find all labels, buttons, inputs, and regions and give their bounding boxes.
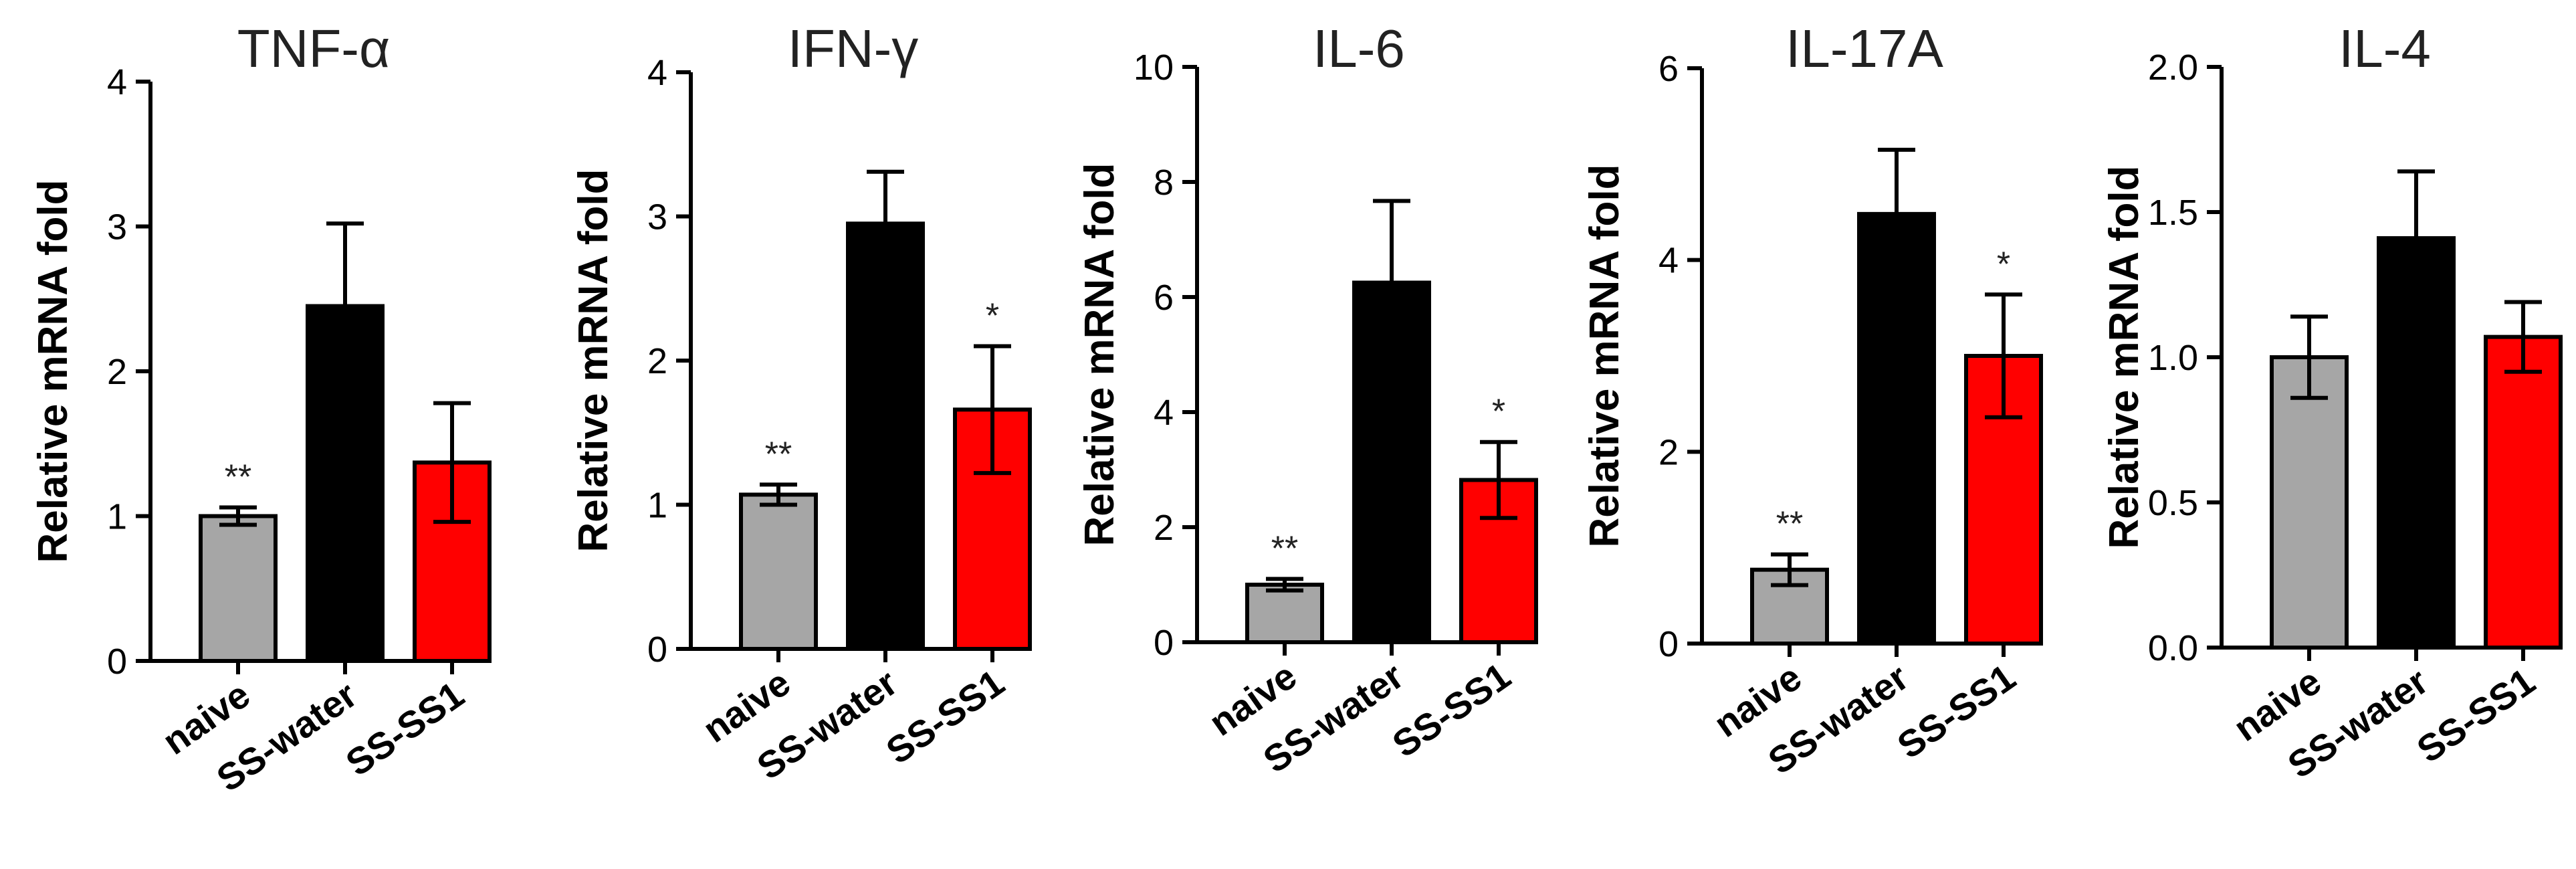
panel-title: IL-4 xyxy=(2339,19,2431,78)
category-label: SS-SS1 xyxy=(2409,660,2543,771)
y-tick-label: 2 xyxy=(647,341,667,381)
significance-label: * xyxy=(1997,245,2010,284)
significance-label: ** xyxy=(1776,505,1803,544)
bar-naive xyxy=(739,492,818,651)
significance-label: * xyxy=(986,296,999,335)
bar-ss-water xyxy=(846,221,925,651)
y-tick-label: 2.0 xyxy=(2148,47,2198,88)
panel-title: TNF-α xyxy=(237,19,390,78)
bar-ss-ss1 xyxy=(2484,334,2563,650)
significance-label: ** xyxy=(1271,529,1298,568)
y-tick-label: 6 xyxy=(1658,49,1679,89)
category-label: SS-SS1 xyxy=(1385,654,1518,765)
y-axis-label: Relative mRNA fold xyxy=(2101,165,2147,549)
panel-title: IL-17A xyxy=(1786,19,1943,78)
y-tick-label: 1 xyxy=(647,486,667,526)
significance-label: * xyxy=(1492,393,1505,431)
y-tick-label: 0.5 xyxy=(2148,483,2198,523)
y-tick-label: 4 xyxy=(1658,241,1679,281)
significance-label: ** xyxy=(225,458,251,497)
y-tick-label: 4 xyxy=(647,53,667,93)
y-tick-label: 0 xyxy=(647,630,667,670)
y-tick-label: 3 xyxy=(647,197,667,237)
y-tick-label: 1 xyxy=(107,497,127,537)
y-tick-label: 6 xyxy=(1154,278,1174,318)
bar-naive xyxy=(1245,583,1324,644)
y-tick-label: 0 xyxy=(1154,623,1174,663)
y-tick-label: 3 xyxy=(107,207,127,248)
y-tick-label: 2 xyxy=(107,352,127,392)
category-label: SS-SS1 xyxy=(1890,656,2023,767)
y-tick-label: 10 xyxy=(1134,47,1174,88)
panel-title: IFN-γ xyxy=(788,19,919,78)
bar-ss-water xyxy=(1857,211,1936,646)
y-tick-label: 4 xyxy=(107,62,127,102)
category-label: SS-SS1 xyxy=(338,673,471,784)
y-axis-label: Relative mRNA fold xyxy=(1582,164,1628,547)
y-tick-label: 2 xyxy=(1658,432,1679,472)
bar-naive xyxy=(2270,355,2349,650)
y-tick-label: 0 xyxy=(1658,624,1679,664)
bar-naive xyxy=(199,514,278,663)
category-label: SS-SS1 xyxy=(879,661,1012,772)
y-tick-label: 0 xyxy=(107,642,127,682)
y-tick-label: 0.0 xyxy=(2148,628,2198,668)
y-axis-label: Relative mRNA fold xyxy=(1077,163,1123,546)
y-tick-label: 8 xyxy=(1154,163,1174,203)
significance-label: ** xyxy=(765,435,792,474)
y-tick-label: 1.0 xyxy=(2148,338,2198,378)
y-tick-label: 2 xyxy=(1154,508,1174,548)
y-tick-label: 1.5 xyxy=(2148,193,2198,233)
y-axis-label: Relative mRNA fold xyxy=(30,179,76,563)
y-axis-label: Relative mRNA fold xyxy=(570,169,617,552)
panel-title: IL-6 xyxy=(1313,19,1405,78)
y-tick-label: 4 xyxy=(1154,393,1174,433)
